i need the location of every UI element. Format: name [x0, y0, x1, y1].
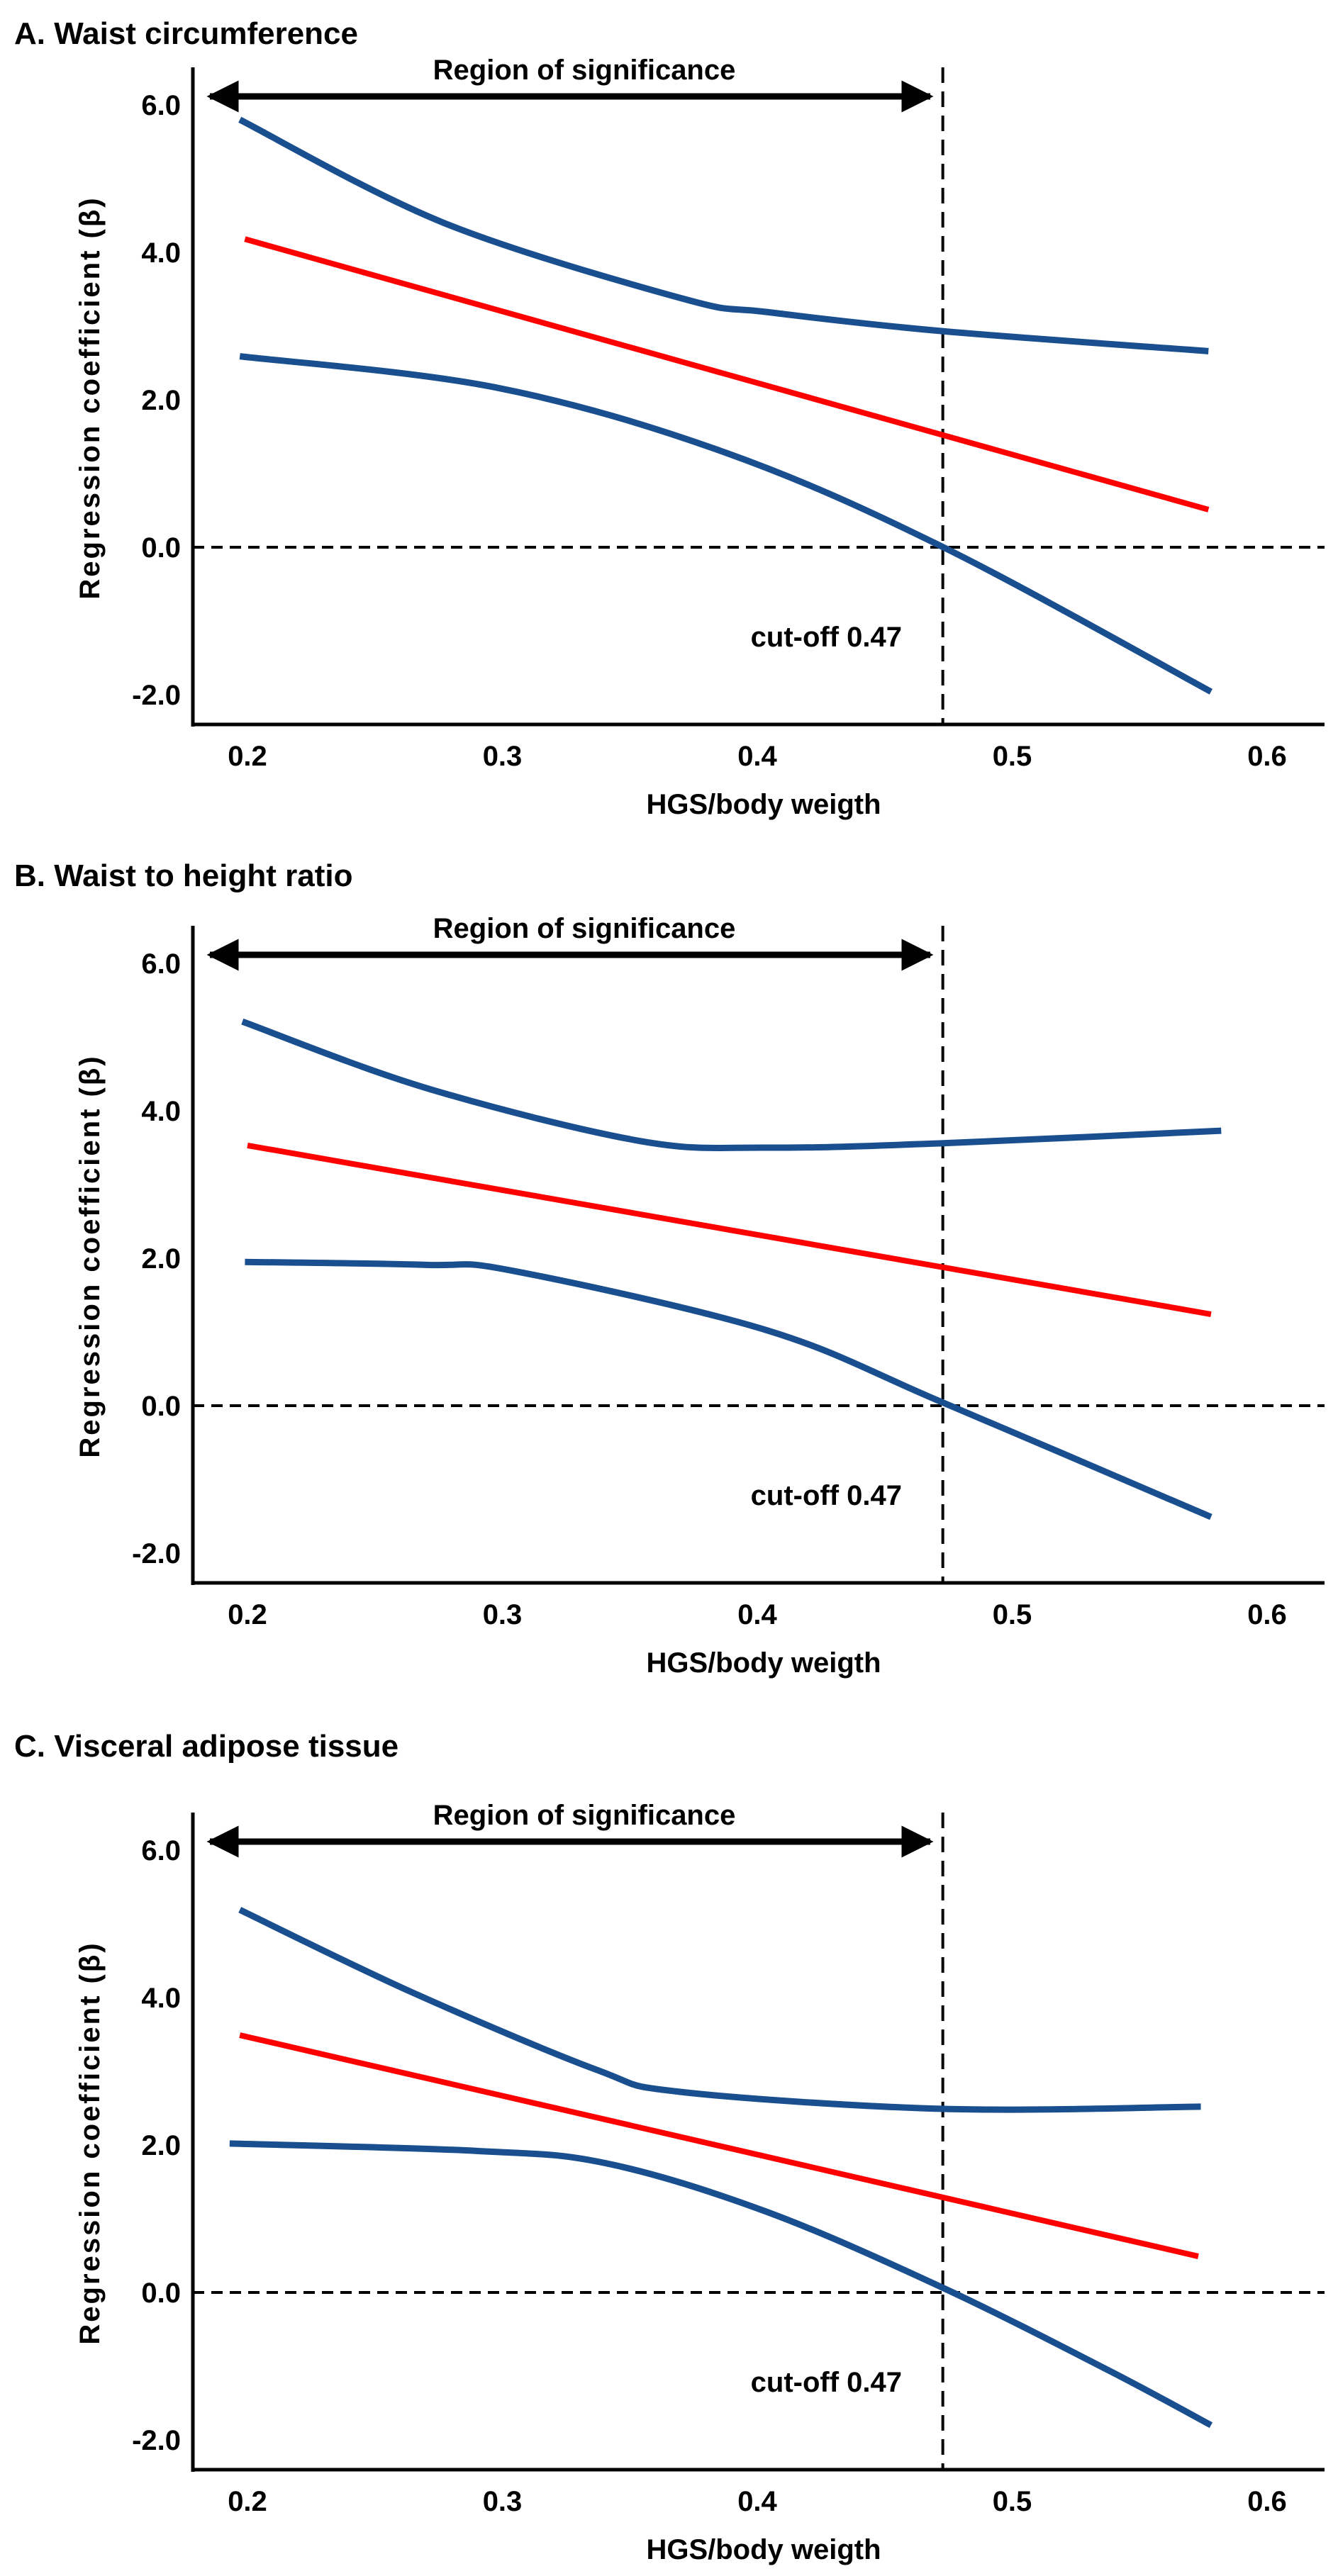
panel-a: A. Waist circumference Region of signific…	[14, 16, 1325, 820]
x-axis-label: HGS/body weigth	[646, 2534, 881, 2565]
panel-c: C. Visceral adipose tissue Region of sign…	[14, 1729, 1325, 2565]
panel-title: B. Waist to height ratio	[14, 858, 352, 893]
cutoff-label: cut-off 0.47	[751, 622, 902, 653]
x-tick-label: 0.3	[483, 1599, 523, 1630]
x-tick-label: 0.2	[228, 2486, 267, 2517]
y-axis-label: Regression coefficient (β)	[74, 196, 106, 599]
series-upper-line	[238, 1907, 1201, 2113]
series-upper-line	[238, 116, 1209, 354]
x-tick-label: 0.6	[1247, 1599, 1287, 1630]
region-label: Region of significance	[433, 55, 736, 86]
y-tick-label: 6.0	[141, 1835, 181, 1866]
cutoff-label: cut-off 0.47	[751, 2367, 902, 2398]
region-label: Region of significance	[433, 1800, 736, 1831]
y-axis-label: Regression coefficient (β)	[74, 1054, 106, 1457]
series-estimate-line	[247, 1142, 1212, 1317]
plot-area: Region of significance cut-off 0.47 6.0 4.0…	[74, 913, 1325, 1679]
x-tick-label: 0.4	[737, 741, 777, 772]
x-tick-label: 0.5	[993, 2486, 1032, 2517]
x-tick-label: 0.2	[228, 741, 267, 772]
y-axis-label: Regression coefficient (β)	[74, 1941, 106, 2344]
plot-area: Region of significance cut-off 0.47 6.0 4.0…	[74, 55, 1325, 820]
series-upper-line	[241, 1018, 1222, 1152]
y-tick-label: 0.0	[141, 532, 181, 564]
x-tick-label: 0.3	[483, 2486, 523, 2517]
y-tick-label: 2.0	[141, 385, 181, 416]
panel-title: A. Waist circumference	[14, 16, 358, 51]
y-tick-label: 6.0	[141, 948, 181, 980]
y-tick-label: -2.0	[132, 1538, 181, 1569]
plot-area: Region of significance cut-off 0.47 6.0 4.0…	[74, 1800, 1325, 2565]
x-tick-label: 0.3	[483, 741, 523, 772]
x-tick-label: 0.2	[228, 1599, 267, 1630]
x-tick-label: 0.4	[737, 1599, 777, 1630]
panel-title: C. Visceral adipose tissue	[14, 1729, 398, 1764]
series-estimate-line	[239, 2032, 1199, 2259]
panel-b: B. Waist to height ratio Region of signif…	[14, 858, 1325, 1679]
x-tick-label: 0.6	[1247, 2486, 1287, 2517]
y-tick-label: 0.0	[141, 2278, 181, 2309]
x-axis-label: HGS/body weigth	[646, 789, 881, 820]
y-tick-label: 4.0	[141, 1096, 181, 1127]
series-lower-line	[229, 2140, 1213, 2429]
series-estimate-line	[244, 236, 1210, 513]
series-lower-line	[239, 353, 1213, 695]
y-tick-label: 0.0	[141, 1391, 181, 1422]
series-lower-line	[245, 1258, 1212, 1521]
region-label: Region of significance	[433, 913, 736, 944]
y-tick-label: -2.0	[132, 680, 181, 711]
y-tick-label: 4.0	[141, 1983, 181, 2014]
x-tick-label: 0.6	[1247, 741, 1287, 772]
y-tick-label: 6.0	[141, 90, 181, 121]
x-axis-label: HGS/body weigth	[646, 1647, 881, 1679]
x-tick-label: 0.5	[993, 1599, 1032, 1630]
y-tick-label: 2.0	[141, 2130, 181, 2161]
y-tick-label: 4.0	[141, 237, 181, 269]
cutoff-label: cut-off 0.47	[751, 1480, 902, 1511]
y-tick-label: -2.0	[132, 2425, 181, 2456]
x-tick-label: 0.4	[737, 2486, 777, 2517]
x-tick-label: 0.5	[993, 741, 1032, 772]
y-tick-label: 2.0	[141, 1243, 181, 1275]
